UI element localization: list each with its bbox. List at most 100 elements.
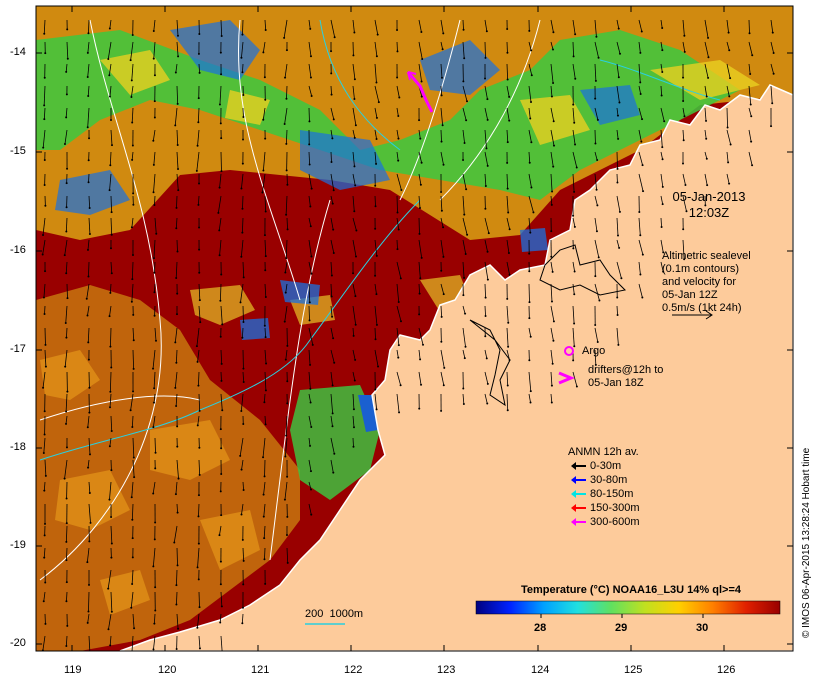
velocity-vector-head bbox=[129, 59, 132, 62]
velocity-vector-head bbox=[131, 253, 134, 256]
velocity-vector-head bbox=[131, 518, 134, 521]
colorbar bbox=[475, 600, 781, 615]
velocity-vector-head bbox=[153, 74, 156, 77]
velocity-vector bbox=[682, 41, 686, 52]
velocity-vector-head bbox=[597, 256, 600, 259]
blue-sst-patches-mid bbox=[240, 228, 548, 340]
velocity-vector-head bbox=[705, 157, 708, 160]
velocity-vector-head bbox=[197, 52, 200, 55]
velocity-vector-head bbox=[572, 55, 575, 58]
velocity-vector-head bbox=[397, 301, 400, 304]
velocity-vector bbox=[43, 437, 46, 454]
velocity-vector bbox=[109, 85, 112, 97]
velocity-vector-head bbox=[262, 169, 265, 172]
velocity-vector-head bbox=[375, 55, 378, 58]
velocity-vector-head bbox=[418, 206, 421, 209]
velocity-vector-head bbox=[528, 301, 531, 304]
velocity-vector-head bbox=[176, 250, 179, 253]
velocity-vector-head bbox=[440, 76, 443, 79]
red-arrow-icon bbox=[571, 504, 586, 513]
velocity-vector bbox=[285, 283, 288, 293]
velocity-vector bbox=[308, 327, 314, 345]
velocity-vector-head bbox=[309, 205, 312, 208]
velocity-vector bbox=[219, 613, 222, 623]
velocity-vector bbox=[284, 107, 288, 125]
velocity-vector-head bbox=[464, 252, 467, 255]
velocity-vector-head bbox=[486, 164, 489, 167]
velocity-vector bbox=[176, 547, 178, 566]
velocity-vector-head bbox=[487, 232, 490, 235]
velocity-vector-head bbox=[65, 70, 68, 73]
velocity-vector bbox=[506, 327, 509, 347]
velocity-vector bbox=[330, 305, 333, 317]
velocity-vector bbox=[462, 129, 465, 144]
velocity-vector-head bbox=[131, 158, 134, 161]
velocity-vector bbox=[43, 19, 46, 34]
y-tick-label: -14 bbox=[10, 46, 26, 58]
velocity-vector bbox=[330, 437, 335, 454]
velocity-vector-head bbox=[131, 556, 134, 559]
velocity-vector bbox=[107, 569, 112, 589]
y-tick-label: -15 bbox=[10, 145, 26, 157]
velocity-vector-head bbox=[42, 296, 45, 299]
velocity-vector-head bbox=[353, 78, 356, 81]
velocity-vector bbox=[308, 349, 311, 365]
velocity-vector bbox=[440, 129, 442, 142]
velocity-vector-head bbox=[310, 426, 313, 429]
velocity-vector-head bbox=[616, 167, 619, 170]
velocity-vector-head bbox=[594, 324, 597, 327]
velocity-vector-head bbox=[354, 255, 357, 258]
velocity-vector-head bbox=[86, 561, 89, 564]
velocity-vector-head bbox=[331, 315, 334, 318]
velocity-vector-head bbox=[264, 295, 267, 298]
velocity-vector bbox=[65, 107, 68, 118]
y-tick-label: -18 bbox=[10, 441, 26, 453]
velocity-vector-head bbox=[88, 386, 91, 389]
velocity-vector-head bbox=[442, 384, 445, 387]
velocity-vector bbox=[550, 19, 554, 33]
velocity-vector bbox=[241, 41, 244, 58]
velocity-vector-head bbox=[221, 409, 224, 412]
velocity-vector bbox=[131, 569, 134, 585]
velocity-vector-head bbox=[176, 425, 179, 428]
velocity-vector-head bbox=[353, 379, 356, 382]
velocity-vector bbox=[88, 635, 91, 651]
velocity-vector bbox=[176, 503, 178, 513]
velocity-vector-head bbox=[195, 169, 198, 172]
velocity-vector-head bbox=[529, 117, 532, 120]
velocity-vector-head bbox=[131, 582, 134, 585]
orange-patches-southwest bbox=[40, 350, 260, 615]
velocity-vector bbox=[528, 371, 532, 392]
velocity-vector bbox=[484, 217, 490, 234]
velocity-vector-head bbox=[283, 36, 286, 39]
velocity-vector bbox=[660, 151, 663, 160]
velocity-vector-head bbox=[375, 81, 378, 84]
velocity-vector-head bbox=[198, 647, 201, 650]
velocity-vector bbox=[462, 305, 466, 314]
velocity-vector-head bbox=[466, 100, 469, 103]
velocity-vector-head bbox=[176, 102, 179, 105]
velocity-vector bbox=[418, 173, 422, 185]
velocity-vector-head bbox=[262, 515, 265, 518]
velocity-vector bbox=[506, 261, 510, 275]
velocity-vector-head bbox=[88, 232, 91, 235]
velocity-vector bbox=[110, 591, 113, 612]
velocity-vector bbox=[638, 63, 641, 83]
velocity-vector bbox=[308, 437, 311, 446]
velocity-vector-head bbox=[154, 609, 157, 612]
velocity-vector-head bbox=[197, 578, 200, 581]
velocity-vector-head bbox=[131, 653, 133, 655]
velocity-vector-head bbox=[196, 424, 199, 427]
velocity-vector-head bbox=[508, 95, 511, 98]
velocity-vector bbox=[220, 635, 223, 651]
velocity-vector-head bbox=[596, 340, 599, 343]
velocity-vector-head bbox=[573, 293, 576, 296]
velocity-vector bbox=[462, 349, 466, 359]
velocity-vector bbox=[175, 217, 178, 229]
velocity-vector-head bbox=[220, 362, 223, 365]
velocity-vector bbox=[594, 327, 599, 343]
velocity-vector-head bbox=[550, 300, 553, 303]
velocity-vector bbox=[153, 239, 156, 259]
velocity-vector-head bbox=[661, 203, 664, 206]
velocity-vector-head bbox=[108, 27, 111, 30]
